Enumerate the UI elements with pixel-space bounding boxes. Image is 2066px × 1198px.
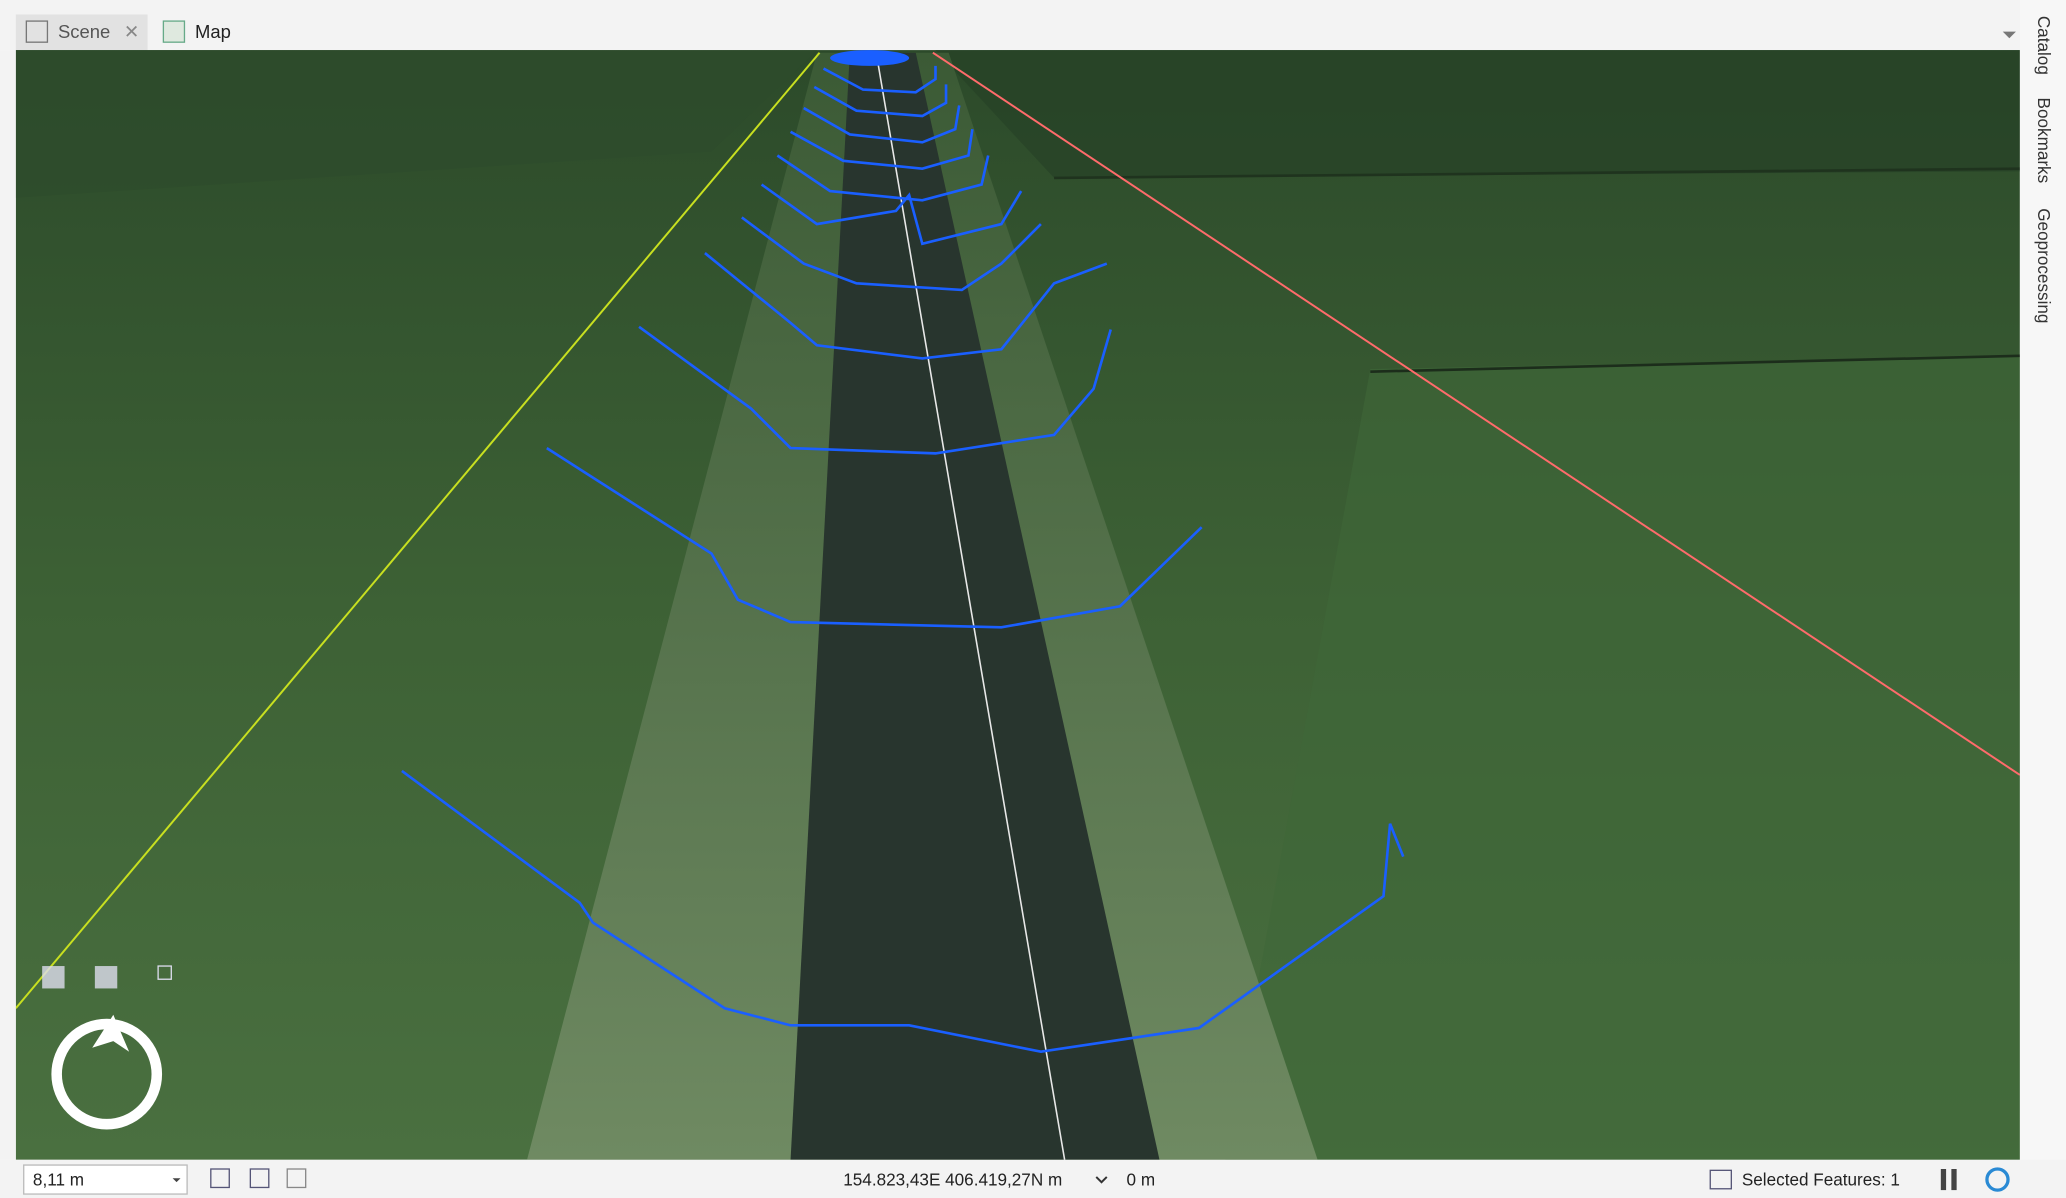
cross-section[interactable] (638, 325, 1113, 455)
nav-toggle[interactable] (157, 965, 172, 980)
field (15, 50, 817, 198)
side-tab[interactable]: Geoprocessing (2034, 208, 2054, 323)
cross-section[interactable] (776, 154, 990, 202)
navigator[interactable] (51, 1018, 163, 1130)
status-bar (0, 1159, 2066, 1198)
dropdown-arrow[interactable] (2002, 31, 2016, 39)
selected-features[interactable]: Selected Features: 1 (1742, 1169, 1900, 1189)
cross-section[interactable] (546, 446, 1203, 629)
side-tab[interactable]: Catalog (2034, 16, 2054, 75)
boundary-line (15, 52, 821, 1009)
scene-icon (25, 20, 49, 43)
field-edge (1054, 167, 2020, 180)
scale-text: 8,11 m (33, 1169, 84, 1189)
grid-icon[interactable] (286, 1168, 307, 1189)
field-edge (1370, 354, 2020, 373)
north-arrow (92, 1014, 130, 1052)
pause-button[interactable] (1951, 1169, 1957, 1191)
side-tab[interactable]: Bookmarks (2034, 98, 2054, 184)
dropdown-arrow[interactable] (1095, 1176, 1108, 1184)
center-line (875, 52, 1066, 1160)
pause-button[interactable] (1940, 1169, 1947, 1191)
cross-section[interactable] (741, 216, 1042, 292)
cross-section[interactable] (401, 769, 1405, 1054)
tab-label: Scene (58, 21, 110, 42)
elevation: 0 m (1127, 1169, 1156, 1189)
map-icon (162, 20, 186, 43)
tool-icon[interactable] (210, 1168, 230, 1189)
cross-sections (401, 65, 1405, 1054)
cross-section[interactable] (803, 105, 961, 144)
selection-icon (1709, 1169, 1732, 1190)
scene-view[interactable] (15, 50, 2021, 1160)
cross-section[interactable] (822, 65, 937, 94)
dropdown-arrow[interactable] (172, 1178, 181, 1183)
tab-label: Map (195, 21, 231, 42)
close-icon[interactable]: ✕ (124, 21, 139, 42)
scale-box[interactable] (23, 1164, 188, 1195)
boundary-line (932, 51, 2021, 776)
left-edge (0, 50, 16, 1160)
tool-icon[interactable] (249, 1168, 270, 1189)
field (1225, 355, 2020, 1160)
cross-section-cluster (830, 50, 910, 66)
side-panel (2019, 0, 2066, 1198)
channel (790, 52, 1160, 1160)
field (935, 50, 2020, 178)
cross-section[interactable] (813, 84, 948, 118)
cross-section[interactable] (789, 128, 974, 171)
refresh-button[interactable] (1985, 1167, 2010, 1192)
coordinates: 154.823,43E 406.419,27N m (843, 1169, 1062, 1189)
tab-bar (0, 0, 2066, 51)
nav-up-button[interactable] (42, 966, 65, 989)
cross-section[interactable] (760, 183, 1023, 246)
full-extent-button[interactable] (94, 966, 118, 989)
cross-section[interactable] (704, 252, 1108, 360)
